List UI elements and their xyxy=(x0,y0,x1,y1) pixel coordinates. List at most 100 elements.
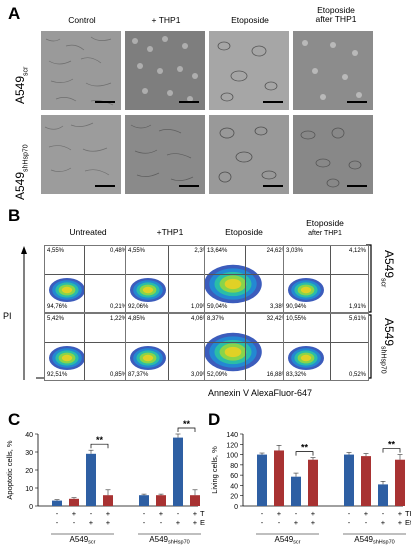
group-label-main: A549 xyxy=(69,535,88,544)
micrograph-scr-thp1 xyxy=(125,31,205,110)
condition-row-name: Eto xyxy=(405,518,411,527)
significance-label: ** xyxy=(96,435,104,445)
density-scatter xyxy=(130,278,166,302)
group-label-main: A549 xyxy=(149,535,168,544)
quadrant-bl-percent: 90,94% xyxy=(286,304,307,310)
group-label-sub: scr xyxy=(293,540,301,546)
quadrant-tl-percent: 5,42% xyxy=(47,316,65,322)
gate-line-horizontal xyxy=(284,273,368,275)
quadrant-tr-percent: 4,06% xyxy=(190,316,208,322)
condition-sign: - xyxy=(143,509,146,518)
bar xyxy=(344,454,354,506)
condition-sign: + xyxy=(193,509,198,518)
quadrant-tl-percent: 4,85% xyxy=(128,316,146,322)
quadrant-br-percent: 0,21% xyxy=(109,304,127,310)
flow-row-label-a549shhsp70: A549shHsp70 xyxy=(379,318,396,374)
quadrant-bl-percent: 87,37% xyxy=(128,372,149,378)
condition-sign: - xyxy=(348,509,351,518)
quadrant-tr-percent: 4,12% xyxy=(348,248,366,254)
scale-bar xyxy=(179,101,199,103)
quadrant-br-percent: 16,88% xyxy=(266,372,287,378)
panel-d-letter: D xyxy=(208,410,221,429)
condition-sign: - xyxy=(278,518,281,527)
micrograph-scr-etoposide-after-thp1 xyxy=(293,31,373,110)
quadrant-bl-percent: 52,09% xyxy=(207,372,228,378)
micrograph-shhsp70-etoposide-after-thp1 xyxy=(293,115,373,194)
condition-sign: + xyxy=(294,518,299,527)
bar xyxy=(378,484,388,506)
cell-texture xyxy=(302,40,362,100)
bar xyxy=(395,459,405,506)
density-scatter xyxy=(49,278,85,302)
gate-line-vertical xyxy=(245,314,247,380)
y-tick-label: 140 xyxy=(226,432,238,439)
cell-texture xyxy=(45,36,114,106)
significance-bracket xyxy=(177,427,196,432)
condition-sign: - xyxy=(73,518,76,527)
significance-label: ** xyxy=(183,419,191,429)
y-tick-label: 60 xyxy=(230,473,238,480)
panel-c-letter: C xyxy=(8,410,21,429)
y-tick-label: 30 xyxy=(25,450,33,457)
cell-texture xyxy=(217,41,278,102)
cell-texture xyxy=(132,36,198,102)
gate-line-vertical xyxy=(84,246,86,312)
y-axis-label: Apoptotic cells, % xyxy=(5,440,14,500)
quadrant-tl-percent: 3,03% xyxy=(286,248,304,254)
flow-row-label-a549scr: A549scr xyxy=(379,250,396,288)
bar xyxy=(257,454,267,506)
gate-line-horizontal xyxy=(284,341,368,343)
scale-bar xyxy=(95,101,115,103)
bar xyxy=(190,495,200,506)
row-label-a549shhsp70: A549shHsp70 xyxy=(13,144,30,200)
quadrant-tr-percent: 1,22% xyxy=(109,316,127,322)
quadrant-br-percent: 0,52% xyxy=(348,372,366,378)
gate-line-horizontal xyxy=(205,273,289,275)
bar xyxy=(139,495,149,506)
significance-label: ** xyxy=(388,440,396,450)
density-scatter xyxy=(205,264,262,304)
condition-sign: - xyxy=(160,518,163,527)
significance-bracket xyxy=(90,443,109,449)
bar xyxy=(156,495,166,506)
condition-row-name: THP1 xyxy=(405,509,411,518)
density-scatter xyxy=(49,346,85,370)
panel-a-letter: A xyxy=(8,4,21,23)
scale-bar xyxy=(95,185,115,187)
group-label: A549shHsp70 xyxy=(354,535,394,546)
flow-plot: 13,64% 24,62% 59,04% 3,38% xyxy=(204,245,290,313)
quadrant-bl-percent: 94,76% xyxy=(47,304,68,310)
condition-sign: - xyxy=(143,518,146,527)
quadrant-br-percent: 1,91% xyxy=(348,304,366,310)
y-tick-label: 0 xyxy=(29,504,33,511)
condition-sign: + xyxy=(72,509,77,518)
significance-bracket xyxy=(295,451,314,456)
gate-line-horizontal xyxy=(205,341,289,343)
condition-sign: + xyxy=(398,509,403,518)
scale-bar xyxy=(263,185,283,187)
col-header-etoposide-after-thp1: Etoposide after THP1 xyxy=(315,5,357,24)
panel-b-letter: B xyxy=(8,206,21,225)
y-tick-label: 0 xyxy=(234,504,238,511)
scale-bar xyxy=(347,101,367,103)
condition-sign: - xyxy=(382,509,385,518)
cell-texture xyxy=(218,126,277,183)
scale-bar xyxy=(179,185,199,187)
bar xyxy=(69,498,79,506)
cell-texture xyxy=(130,124,194,181)
flow-plot: 10,55% 5,61% 83,32% 0,52% xyxy=(283,313,369,381)
bar xyxy=(173,437,183,506)
y-tick-label: 80 xyxy=(230,463,238,470)
micrograph-scr-etoposide xyxy=(209,31,289,110)
condition-sign: + xyxy=(311,509,316,518)
condition-sign: + xyxy=(277,509,282,518)
gate-line-horizontal xyxy=(45,341,129,343)
flow-col-etoposide-after-thp1: Etoposide after THP1 xyxy=(306,218,344,238)
significance-label: ** xyxy=(301,443,309,453)
row-label-a549scr: A549scr xyxy=(13,66,30,104)
bar xyxy=(291,476,301,506)
group-label: A549scr xyxy=(69,535,95,546)
y-tick-label: 20 xyxy=(25,468,33,475)
